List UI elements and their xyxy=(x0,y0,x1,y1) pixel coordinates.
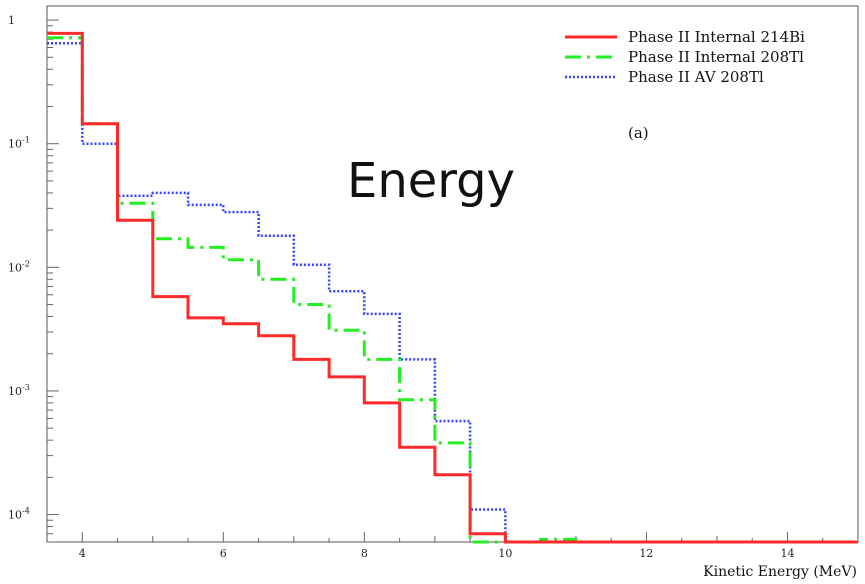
x-tick-label: 12 xyxy=(639,547,653,560)
x-tick-label: 4 xyxy=(79,547,86,560)
y-tick-label: 10-2 xyxy=(8,259,30,274)
legend: Phase II Internal 214Bi Phase II Internal… xyxy=(565,28,805,86)
series-layer xyxy=(47,31,858,544)
x-tick-label: 14 xyxy=(780,547,794,560)
legend-label-0: Phase II Internal 214Bi xyxy=(628,28,805,46)
x-tick-label: 8 xyxy=(361,547,368,560)
series-line-1 xyxy=(47,36,858,544)
x-tick-label: 10 xyxy=(498,547,512,560)
legend-label-2: Phase II AV 208Tl xyxy=(628,68,764,86)
series-line-0 xyxy=(47,31,858,544)
series-line-2 xyxy=(47,41,858,544)
y-tick-label: 10-1 xyxy=(8,136,30,151)
panel-label: (a) xyxy=(628,124,649,142)
x-tick-label: 6 xyxy=(220,547,227,560)
plot-frame xyxy=(46,5,859,543)
y-tick-label: 10-3 xyxy=(8,383,30,398)
y-tick-label: 1 xyxy=(8,14,15,27)
x-axis-label: Kinetic Energy (MeV) xyxy=(703,564,857,580)
overlay-title: Energy xyxy=(347,153,515,209)
y-tick-label: 10-4 xyxy=(8,507,30,522)
legend-label-1: Phase II Internal 208Tl xyxy=(628,48,804,66)
